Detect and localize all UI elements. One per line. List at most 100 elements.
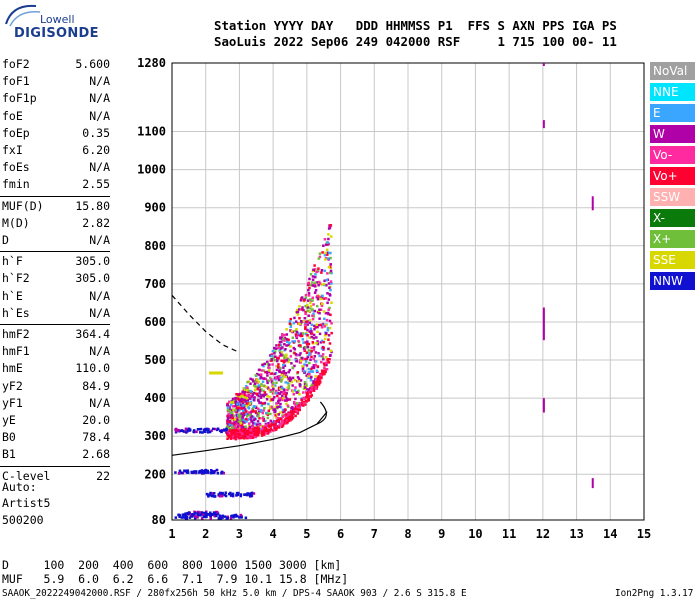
echo-point bbox=[223, 429, 226, 432]
echo-point bbox=[327, 265, 331, 269]
echo-point bbox=[286, 417, 289, 421]
echo-point bbox=[204, 428, 207, 432]
echo-point bbox=[273, 408, 277, 411]
echo-point bbox=[257, 426, 260, 429]
x-tick-label: 2 bbox=[202, 527, 209, 541]
echo-point bbox=[319, 308, 323, 312]
y-tick-label: 700 bbox=[144, 277, 166, 291]
echo-point bbox=[270, 422, 273, 425]
echo-point bbox=[257, 385, 261, 389]
echo-point bbox=[542, 328, 545, 332]
echo-point bbox=[306, 320, 309, 323]
echo-point bbox=[282, 366, 285, 369]
echo-point bbox=[318, 280, 321, 284]
echo-point bbox=[179, 429, 183, 432]
echo-point bbox=[273, 372, 276, 376]
echo-point bbox=[241, 430, 245, 433]
y-tick-label: 800 bbox=[144, 239, 166, 253]
echo-point bbox=[313, 268, 317, 271]
echo-point bbox=[289, 378, 293, 381]
echo-point bbox=[279, 417, 282, 421]
echo-point bbox=[246, 386, 249, 389]
echo-point bbox=[253, 429, 256, 433]
echo-point bbox=[261, 380, 265, 383]
echo-point bbox=[236, 402, 239, 406]
echo-point bbox=[202, 515, 206, 518]
echo-point bbox=[320, 354, 323, 358]
echo-point bbox=[262, 393, 266, 397]
x-tick-label: 14 bbox=[603, 527, 617, 541]
echo-point bbox=[241, 390, 244, 394]
echo-point bbox=[304, 403, 307, 406]
echo-point bbox=[238, 417, 242, 421]
echo-point bbox=[291, 413, 294, 416]
echo-point bbox=[259, 396, 263, 399]
echo-point bbox=[259, 376, 263, 379]
echo-point bbox=[274, 389, 278, 393]
legend-item-sse: SSE bbox=[650, 251, 695, 269]
echo-point bbox=[277, 346, 281, 350]
echo-point bbox=[263, 406, 266, 410]
echo-point bbox=[291, 384, 294, 387]
echo-point bbox=[257, 398, 260, 402]
echo-point bbox=[188, 428, 192, 431]
echo-point bbox=[243, 433, 247, 437]
echo-point bbox=[283, 372, 286, 375]
echo-point bbox=[303, 363, 306, 366]
echo-point bbox=[292, 321, 296, 325]
echo-point bbox=[311, 299, 314, 302]
echo-point bbox=[322, 346, 325, 350]
echo-point bbox=[306, 395, 309, 398]
echo-point bbox=[304, 360, 308, 363]
echo-point bbox=[310, 346, 313, 350]
echo-point bbox=[250, 395, 254, 398]
echo-point bbox=[307, 282, 310, 285]
echo-point bbox=[244, 432, 248, 435]
echo-point bbox=[235, 426, 239, 430]
echo-point bbox=[330, 322, 333, 325]
param-name: foF1p bbox=[2, 91, 37, 106]
logo-swoosh-icon bbox=[5, 4, 41, 27]
param-value: 364.4 bbox=[75, 327, 110, 341]
echo-point bbox=[271, 363, 274, 366]
echo-point bbox=[233, 421, 236, 425]
echo-point bbox=[262, 369, 266, 372]
echo-point bbox=[264, 432, 268, 435]
echo-point bbox=[264, 426, 268, 430]
echo-point bbox=[313, 309, 317, 313]
echo-point bbox=[542, 321, 545, 325]
echo-point bbox=[249, 494, 252, 498]
x-tick-label: 1 bbox=[168, 527, 175, 541]
echo-point bbox=[295, 330, 299, 334]
profile-curve-top bbox=[316, 401, 327, 425]
echo-point bbox=[289, 414, 292, 417]
echo-point bbox=[255, 406, 258, 410]
echo-point bbox=[238, 434, 241, 438]
echo-point bbox=[306, 309, 309, 313]
echo-point bbox=[239, 513, 243, 517]
echo-point bbox=[206, 513, 209, 516]
param-value: 2.55 bbox=[82, 177, 110, 192]
echo-point bbox=[255, 432, 258, 435]
echo-point bbox=[211, 427, 215, 431]
echo-point bbox=[256, 420, 260, 423]
echo-point bbox=[312, 348, 316, 352]
param-name: MUF(D) bbox=[2, 198, 44, 213]
echo-point bbox=[330, 331, 333, 335]
echo-point bbox=[229, 437, 233, 440]
param-row-h-f2: h`F2 305.0 bbox=[2, 271, 110, 287]
echo-point bbox=[278, 405, 281, 408]
param-separator bbox=[0, 195, 110, 197]
echo-point bbox=[258, 373, 261, 377]
echo-point bbox=[276, 358, 279, 361]
echo-point bbox=[277, 391, 280, 395]
echo-point bbox=[274, 428, 278, 431]
param-row-yf1: yF1 N/A bbox=[2, 396, 110, 412]
echo-point bbox=[221, 491, 224, 495]
echo-point bbox=[312, 389, 316, 392]
echo-point bbox=[282, 369, 286, 373]
echo-point bbox=[283, 410, 286, 413]
echo-point bbox=[284, 417, 287, 421]
echo-point bbox=[205, 492, 209, 496]
echo-point bbox=[317, 383, 321, 386]
